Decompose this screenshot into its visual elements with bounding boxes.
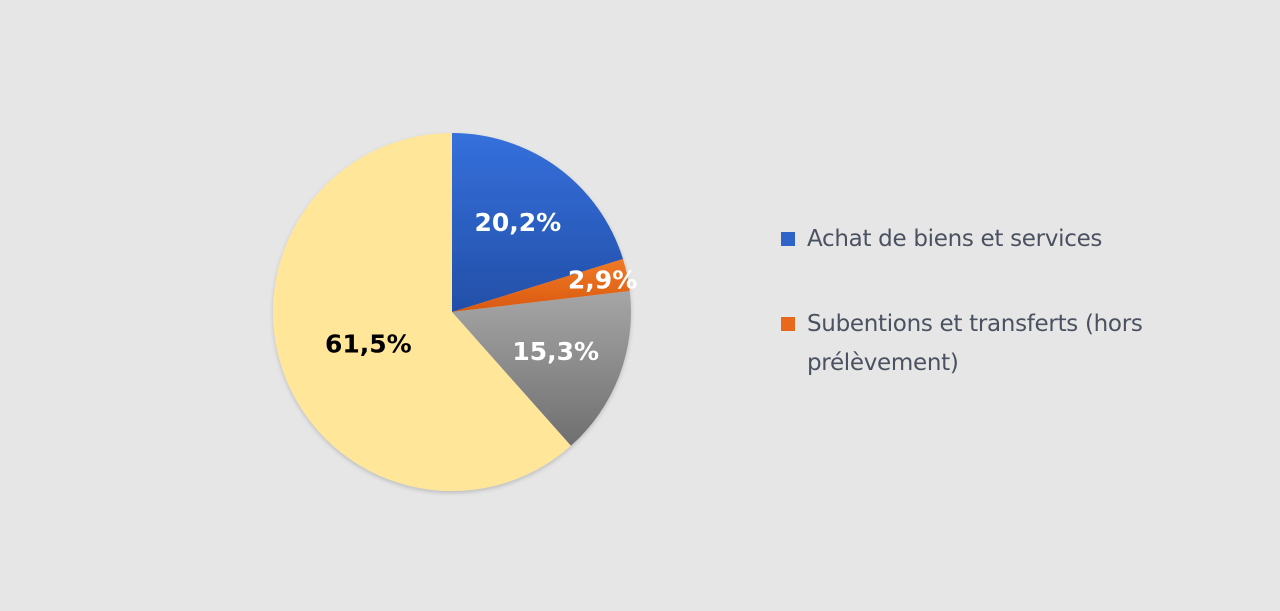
- slice-value-label: 61,5%: [325, 329, 412, 358]
- pie-slice-yellow: [272, 133, 571, 492]
- slice-value-label: 20,2%: [474, 208, 561, 237]
- legend-label: Subentions et transferts (hors prélèveme…: [807, 311, 1143, 376]
- pie-slice-gray: [452, 290, 631, 446]
- pie-slice-achat: [452, 133, 623, 312]
- slice-value-label: 2,9%: [568, 266, 637, 295]
- legend-swatch-blue: [781, 232, 795, 246]
- legend-label: Achat de biens et services: [807, 226, 1103, 252]
- legend-item-achat: Achat de biens et services: [781, 220, 1201, 259]
- slice-value-label: 15,3%: [512, 337, 599, 366]
- pie-slice-subentions: [452, 259, 630, 312]
- legend: Achat de biens et services Subentions et…: [781, 220, 1201, 429]
- legend-item-subentions: Subentions et transferts (hors prélèveme…: [781, 305, 1201, 383]
- legend-swatch-orange: [781, 317, 795, 331]
